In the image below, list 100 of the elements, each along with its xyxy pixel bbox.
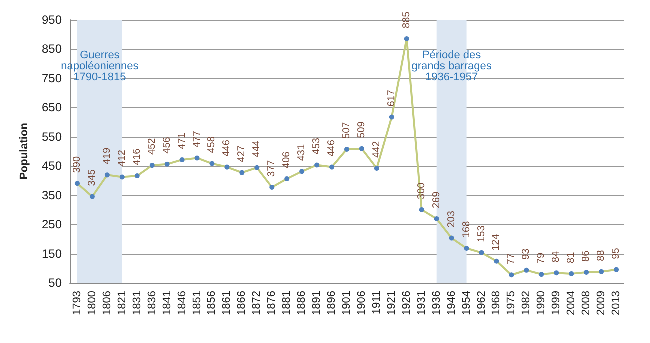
data-label: 446	[326, 140, 338, 157]
data-label: 458	[206, 136, 218, 154]
point	[464, 246, 470, 252]
x-tick-label: 2004	[566, 291, 578, 316]
data-label: 345	[86, 169, 98, 186]
data-label: 300	[416, 182, 428, 200]
x-tick-label: 1975	[506, 291, 518, 316]
data-label: 377	[266, 160, 278, 177]
point	[90, 194, 95, 200]
y-tick-label: 550	[42, 130, 62, 144]
point	[614, 267, 620, 272]
point	[479, 250, 484, 256]
y-tick-label: 450	[42, 159, 62, 174]
point	[224, 164, 230, 170]
point	[509, 272, 514, 278]
data-label: 416	[132, 148, 143, 166]
x-tick-label: 1931	[416, 291, 428, 316]
x-tick-label: 1896	[326, 291, 338, 316]
point	[194, 156, 200, 161]
point	[300, 169, 305, 174]
data-label: 471	[176, 132, 188, 150]
y-tick-label: 50	[48, 276, 62, 290]
y-tick-label: 950	[42, 13, 62, 27]
x-tick-label: 1861	[221, 291, 234, 316]
x-tick-label: 1836	[146, 291, 158, 316]
point	[449, 236, 454, 241]
data-label: 885	[401, 11, 412, 28]
x-tick-label: 1962	[476, 291, 488, 316]
x-tick-label: 2008	[580, 291, 593, 316]
y-tick-label: 150	[42, 246, 62, 261]
x-tick-label: 1851	[191, 291, 204, 316]
data-label: 446	[222, 140, 233, 157]
data-label: 124	[491, 234, 502, 251]
y-tick-label: 650	[42, 100, 62, 115]
y-tick-label: 250	[42, 218, 62, 232]
data-label: 444	[252, 140, 263, 158]
y-tick-label: 350	[42, 188, 62, 202]
x-tick-label: 1911	[370, 291, 383, 315]
data-label: 84	[551, 251, 562, 263]
point	[210, 161, 215, 166]
data-label: 456	[162, 136, 173, 154]
data-label: 81	[566, 252, 578, 264]
x-tick-label: 1990	[536, 291, 548, 316]
x-tick-label: 1866	[236, 291, 248, 316]
x-tick-label: 1891	[311, 291, 324, 316]
point	[359, 146, 364, 152]
point	[584, 270, 590, 275]
x-tick-label: 1982	[520, 291, 533, 316]
point	[374, 166, 380, 171]
x-tick-label: 1926	[400, 291, 413, 316]
point	[180, 157, 185, 162]
point	[134, 174, 140, 179]
data-label: 419	[102, 148, 113, 165]
data-label: 431	[296, 144, 308, 162]
data-label: 477	[192, 130, 203, 148]
x-tick-label: 1901	[341, 291, 353, 316]
point	[240, 170, 245, 176]
point	[314, 162, 320, 168]
point	[539, 272, 544, 278]
point	[284, 176, 290, 182]
band-label: Période des grands barrages 1936-1957	[412, 50, 492, 84]
x-tick-label: 1886	[296, 291, 308, 316]
x-tick-label: 1800	[86, 291, 98, 316]
point	[599, 269, 604, 274]
point	[389, 114, 394, 120]
y-tick-label: 750	[42, 71, 62, 86]
x-tick-label: 1968	[490, 291, 503, 316]
data-label: 168	[461, 220, 472, 238]
data-label: 269	[431, 191, 442, 209]
data-label: 77	[506, 253, 518, 265]
x-tick-label: 1831	[131, 291, 144, 316]
x-tick-label: 1876	[266, 291, 278, 316]
point	[404, 36, 410, 42]
data-label: 88	[596, 250, 608, 262]
data-label: 153	[476, 225, 488, 242]
data-label: 617	[386, 90, 398, 107]
data-label: 86	[581, 250, 592, 262]
point	[434, 216, 440, 222]
data-label: 412	[116, 150, 128, 167]
y-tick-label: 850	[42, 42, 62, 56]
y-axis-title: Population	[18, 122, 30, 180]
point	[554, 270, 560, 276]
point	[104, 172, 110, 178]
x-tick-label: 1946	[446, 291, 458, 316]
data-label: 442	[371, 140, 382, 158]
x-tick-label: 1936	[430, 291, 443, 316]
x-tick-label: 1999	[550, 291, 563, 316]
x-tick-label: 1881	[281, 291, 294, 316]
point	[74, 181, 80, 186]
point	[150, 163, 155, 168]
x-tick-label: 1841	[161, 291, 174, 316]
x-tick-label: 1806	[101, 291, 114, 316]
point	[344, 146, 350, 152]
x-tick-label: 1856	[206, 291, 218, 316]
x-tick-label: 1954	[460, 291, 473, 316]
data-label: 390	[72, 156, 83, 174]
x-tick-label: 1872	[251, 291, 264, 316]
point	[494, 258, 500, 264]
x-tick-label: 2013	[610, 291, 623, 316]
point	[569, 271, 574, 276]
